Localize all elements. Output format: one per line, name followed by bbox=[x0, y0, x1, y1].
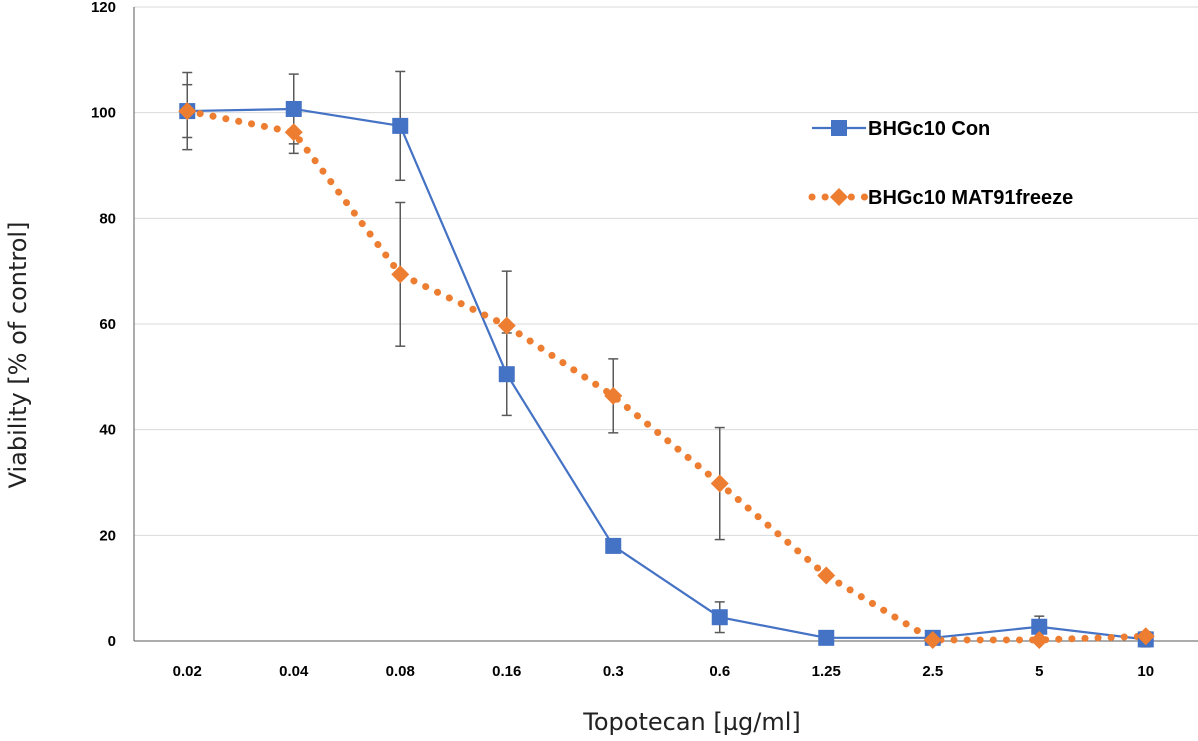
x-tick-label: 2.5 bbox=[922, 663, 943, 680]
legend-marker-2 bbox=[830, 188, 848, 206]
x-tick-label: 0.6 bbox=[709, 663, 730, 680]
data-point-series-1 bbox=[605, 537, 622, 554]
data-point-series-2 bbox=[178, 102, 197, 121]
x-tick-label: 0.08 bbox=[386, 663, 415, 680]
data-point-series-2 bbox=[497, 316, 516, 335]
series-line-1 bbox=[187, 107, 1146, 641]
series-lines bbox=[183, 107, 1150, 644]
x-tick-label: 0.04 bbox=[279, 663, 309, 680]
legend-label-2: BHGc10 MAT91freeze bbox=[868, 187, 1073, 209]
y-tick-label: 60 bbox=[99, 316, 116, 333]
data-point-series-2 bbox=[1030, 630, 1049, 649]
legend: BHGc10 Con BHGc10 MAT91freeze bbox=[808, 118, 1073, 209]
data-point-series-1 bbox=[711, 609, 728, 626]
series-markers bbox=[178, 100, 1155, 649]
data-point-series-1 bbox=[285, 100, 302, 117]
series-line-2 bbox=[183, 107, 1150, 644]
y-tick-label: 20 bbox=[99, 527, 116, 544]
data-point-series-1 bbox=[392, 117, 409, 134]
x-tick-label: 0.16 bbox=[492, 663, 521, 680]
y-axis-ticks: 0 20 40 60 80 100 120 bbox=[91, 0, 116, 650]
x-axis-title: Topotecan [µg/ml] bbox=[582, 708, 800, 736]
data-point-series-2 bbox=[710, 474, 729, 493]
data-point-series-2 bbox=[604, 386, 623, 405]
data-point-series-1 bbox=[1031, 618, 1048, 635]
x-axis-ticks: 0.02 0.04 0.08 0.16 0.3 0.6 1.25 2.5 5 10 bbox=[173, 663, 1154, 680]
x-tick-label: 0.02 bbox=[173, 663, 202, 680]
data-point-series-2 bbox=[817, 566, 836, 585]
x-tick-label: 5 bbox=[1035, 663, 1043, 680]
y-tick-label: 40 bbox=[99, 422, 116, 439]
y-tick-label: 120 bbox=[91, 0, 116, 16]
legend-marker-1 bbox=[831, 120, 847, 136]
x-tick-label: 1.25 bbox=[812, 663, 841, 680]
x-tick-label: 0.3 bbox=[603, 663, 624, 680]
data-point-series-2 bbox=[284, 123, 303, 142]
data-point-series-2 bbox=[923, 630, 942, 649]
y-axis-title: Viability [% of control] bbox=[4, 222, 32, 489]
y-tick-label: 80 bbox=[99, 210, 116, 227]
data-point-series-1 bbox=[818, 629, 835, 646]
error-bars bbox=[182, 70, 1151, 648]
y-tick-label: 0 bbox=[108, 633, 116, 650]
legend-label-1: BHGc10 Con bbox=[868, 118, 990, 140]
data-point-series-2 bbox=[391, 265, 410, 284]
y-tick-label: 100 bbox=[91, 105, 116, 122]
data-point-series-2 bbox=[1136, 627, 1155, 646]
x-tick-label: 10 bbox=[1137, 663, 1154, 680]
data-point-series-1 bbox=[498, 366, 515, 383]
